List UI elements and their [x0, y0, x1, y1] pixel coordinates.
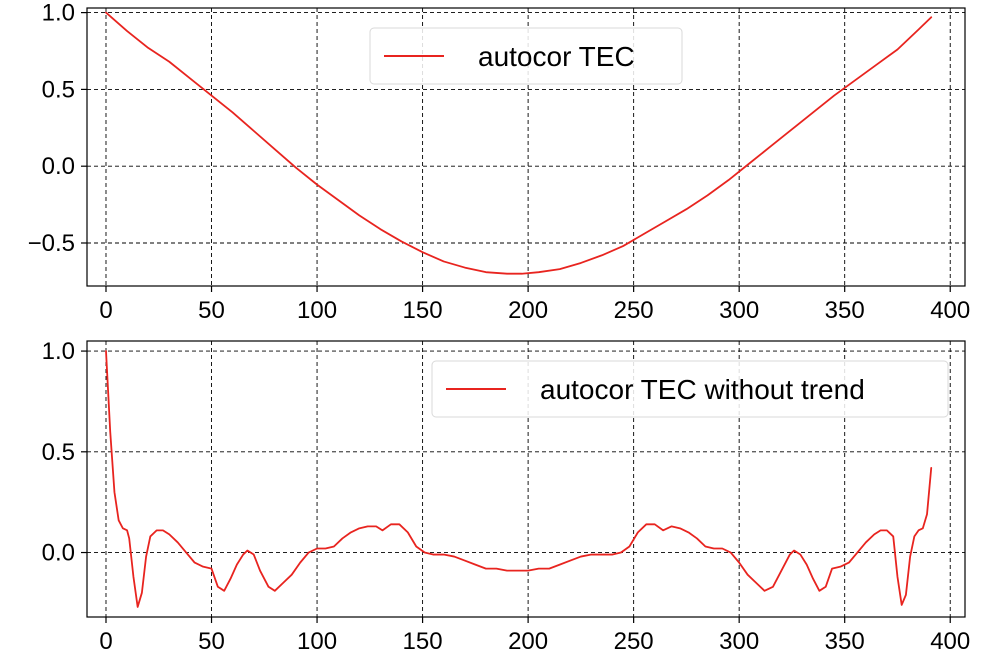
x-tick-label: 250: [614, 628, 654, 655]
x-tick-label: 400: [930, 297, 970, 324]
series-line-0: [105, 11, 933, 275]
y-tick-label: 1.0: [42, 0, 75, 27]
legend-label: autocor TEC: [478, 41, 635, 72]
x-tick-label: 100: [297, 297, 337, 324]
y-tick-label: −0.5: [28, 230, 75, 257]
y-tick-label: 0.0: [42, 540, 75, 567]
x-tick-label: 300: [719, 297, 759, 324]
x-tick-label: 150: [403, 628, 443, 655]
x-tick-label: 350: [825, 297, 865, 324]
y-tick-label: 0.5: [42, 76, 75, 103]
legend-box: [369, 27, 683, 85]
top-chart: 0 50 100 150 200 250 300 350 400 −0.5 0.0 0.5 1.0 aut…: [28, 0, 971, 324]
y-tick-label: 0.5: [42, 439, 75, 466]
x-tick-label: 200: [508, 628, 548, 655]
x-tick-label: 50: [198, 297, 225, 324]
y-tick-label: 1.0: [42, 338, 75, 365]
series-line-0: [105, 350, 933, 608]
legend-label: autocor TEC without trend: [540, 374, 865, 405]
legend: autocor TEC without trend: [431, 360, 949, 418]
axes-frame: [86, 340, 966, 618]
x-tick-label: 100: [297, 628, 337, 655]
x-tick-label: 0: [99, 297, 112, 324]
x-tick-label: 250: [614, 297, 654, 324]
legend-box: [431, 360, 949, 418]
y-tick-label: 0.0: [42, 153, 75, 180]
x-tick-label: 150: [403, 297, 443, 324]
x-tick-label: 50: [198, 628, 225, 655]
legend: autocor TEC: [369, 27, 683, 85]
x-tick-label: 300: [719, 628, 759, 655]
x-tick-label: 400: [930, 628, 970, 655]
bottom-chart: 0 50 100 150 200 250 300 350 400 0.0 0.5 1.0 autocor…: [42, 338, 971, 655]
axes-frame: [86, 7, 966, 287]
x-tick-label: 350: [825, 628, 865, 655]
x-tick-label: 200: [508, 297, 548, 324]
x-tick-label: 0: [99, 628, 112, 655]
